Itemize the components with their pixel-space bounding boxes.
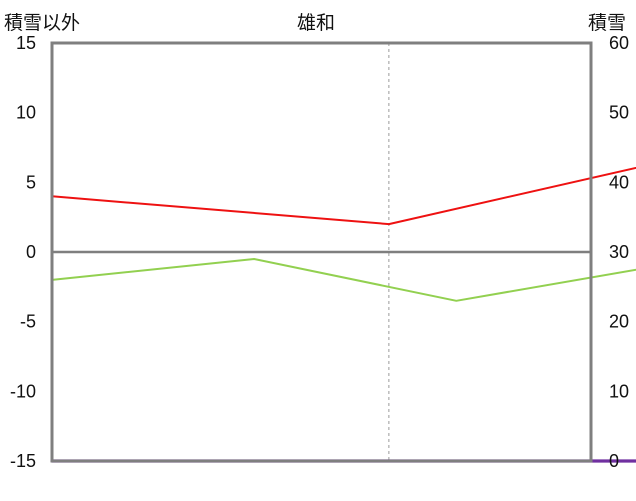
left-tick-0: 15	[16, 33, 36, 53]
right-tick-3: 30	[609, 242, 629, 262]
left-axis-label: 積雪以外	[4, 12, 81, 34]
series-line-0	[51, 258, 636, 302]
right-tick-2: 40	[609, 172, 629, 192]
left-tick-3: 0	[26, 242, 36, 262]
left-ticks: 15 10 5 0 -5 -10 -15	[10, 33, 36, 471]
right-tick-6: 0	[609, 451, 619, 471]
right-tick-0: 60	[609, 33, 629, 53]
left-tick-1: 10	[16, 103, 36, 123]
right-tick-5: 10	[609, 381, 629, 401]
series-line-1	[51, 166, 636, 226]
chart-title: 雄和	[297, 12, 336, 34]
left-tick-2: 5	[26, 172, 36, 192]
right-tick-1: 50	[609, 103, 629, 123]
right-ticks: 60 50 40 30 20 10 0	[609, 33, 629, 471]
series-lines	[50, 166, 636, 463]
left-tick-4: -5	[20, 312, 36, 332]
left-tick-5: -10	[10, 381, 36, 401]
plot-frame	[50, 41, 593, 463]
right-tick-4: 20	[609, 312, 629, 332]
right-axis-label: 積雪	[588, 12, 627, 34]
left-tick-6: -15	[10, 451, 36, 471]
series-line-2	[50, 459, 636, 463]
